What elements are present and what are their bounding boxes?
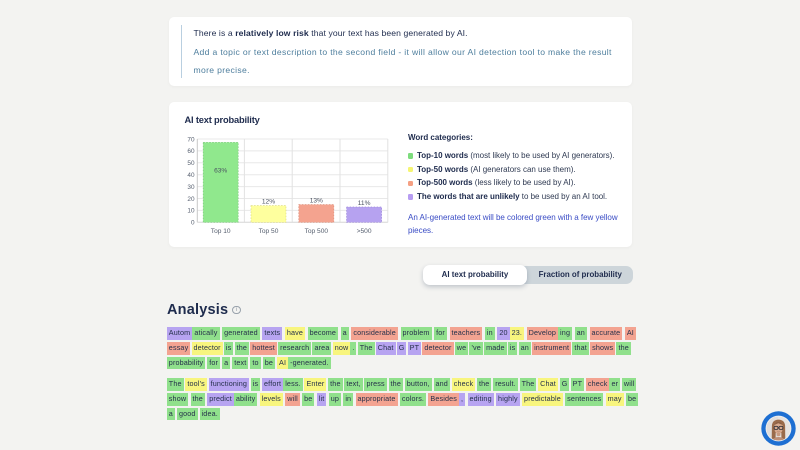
- svg-text:40: 40: [187, 172, 195, 179]
- svg-text:Top 500: Top 500: [305, 228, 329, 235]
- svg-text:20: 20: [187, 196, 195, 203]
- svg-text:10: 10: [187, 208, 195, 215]
- svg-text:30: 30: [187, 184, 195, 191]
- svg-text:70: 70: [187, 136, 195, 143]
- svg-text:50: 50: [187, 160, 195, 167]
- svg-text:0: 0: [191, 220, 195, 227]
- svg-text:Top 10: Top 10: [211, 228, 231, 235]
- svg-text:13%: 13%: [310, 198, 323, 205]
- svg-text:>500: >500: [357, 228, 372, 235]
- svg-text:Top 50: Top 50: [259, 228, 279, 235]
- svg-text:11%: 11%: [358, 200, 371, 207]
- svg-text:60: 60: [187, 148, 195, 155]
- svg-text:63%: 63%: [214, 168, 227, 175]
- svg-text:12%: 12%: [262, 199, 275, 206]
